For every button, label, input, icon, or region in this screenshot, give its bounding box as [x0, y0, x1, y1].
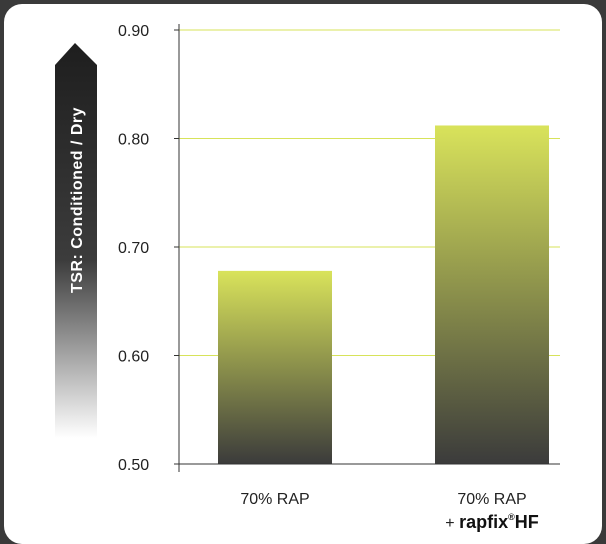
brand-name: rapfix [459, 512, 508, 532]
y-axis-label: TSR: Conditioned / Dry [69, 107, 86, 293]
x-tick-label-brand: + rapfix®HF [445, 512, 538, 532]
y-tick-label: 0.80 [118, 132, 149, 149]
bar-chart: TSR: Conditioned / Dry 0.900.800.700.600… [55, 23, 560, 532]
y-axis-label-arrow: TSR: Conditioned / Dry [55, 43, 97, 438]
bar [218, 270, 332, 464]
arrow-shape [55, 43, 97, 438]
bars [218, 125, 549, 464]
bar [435, 125, 549, 464]
y-tick-label: 0.70 [118, 240, 149, 257]
y-tick-label: 0.50 [118, 457, 149, 474]
brand-suffix: HF [515, 512, 539, 532]
x-tick-labels: 70% RAP 70% RAP + rapfix®HF [240, 491, 538, 532]
y-tick-label: 0.90 [118, 23, 149, 40]
chart-panel: TSR: Conditioned / Dry 0.90 0.80 0.70 0.60 0… [4, 4, 602, 544]
axes [178, 24, 560, 472]
y-tick-labels: 0.90 0.80 0.70 0.60 0.50 [118, 23, 179, 474]
y-tick-label: 0.60 [118, 349, 149, 366]
brand-prefix: + [445, 515, 459, 532]
x-tick-label: 70% RAP [240, 491, 309, 508]
x-tick-label: 70% RAP [457, 491, 526, 508]
brand-mark: ® [508, 512, 515, 522]
